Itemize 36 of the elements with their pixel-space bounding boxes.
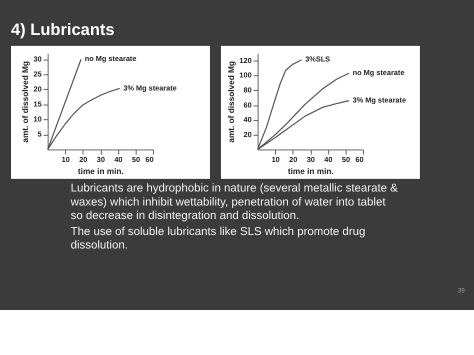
x-tick-label: 50 [132,154,140,164]
y-tick-label: 15 [34,100,42,109]
x-tick-label: 40 [324,154,332,164]
y-tick-label: 25 [34,70,42,79]
x-tick-label: 30 [306,154,315,164]
x-tick-label: 30 [96,154,105,164]
series-label: 3%SLS [305,54,330,64]
series-label: no Mg stearate [84,54,136,64]
x-axis-title: time in min. [288,166,334,176]
y-tick-label: 40 [244,115,252,124]
x-tick-label: 10 [62,154,70,164]
text: The use of soluble lubricants like SLS which promote drug dissolution. [70,226,366,252]
x-tick-label: 50 [342,154,350,164]
chart-title: 4) Lubricants [11,20,115,39]
y-tick-label: 20 [244,130,252,139]
text: Lubricants are hydrophobic in nature (several metallic stearate & waxes) which inhibit wettability, penetration of water into tablet so decrease in disintegration and dissolution. [70,182,398,222]
y-tick-label: 10 [34,114,42,124]
series-label: 3% Mg stearate [123,83,177,92]
y-tick-label: 60 [244,100,252,110]
x-tick-label: 60 [145,154,154,164]
y-tick-label: 120 [239,56,252,65]
y-axis-title: amt. of dissolved Mg [21,61,30,143]
x-tick-label: 20 [79,154,88,164]
series-label: no Mg stearate [352,68,404,78]
x-tick-label: 20 [289,154,298,164]
y-tick-label: 30 [34,54,42,64]
y-tick-label: 5 [38,130,42,139]
y-tick-label: 80 [244,86,252,95]
y-tick-label: 20 [34,84,42,94]
y-tick-label: 100 [239,70,252,80]
series-label: 3% Mg stearate [352,95,406,104]
x-axis-title: time in min. [78,166,124,176]
x-tick-label: 60 [355,154,364,164]
x-tick-label: 10 [272,154,280,164]
x-tick-label: 40 [114,154,122,164]
y-axis-title: amt. of dissolved Mg [226,61,236,143]
